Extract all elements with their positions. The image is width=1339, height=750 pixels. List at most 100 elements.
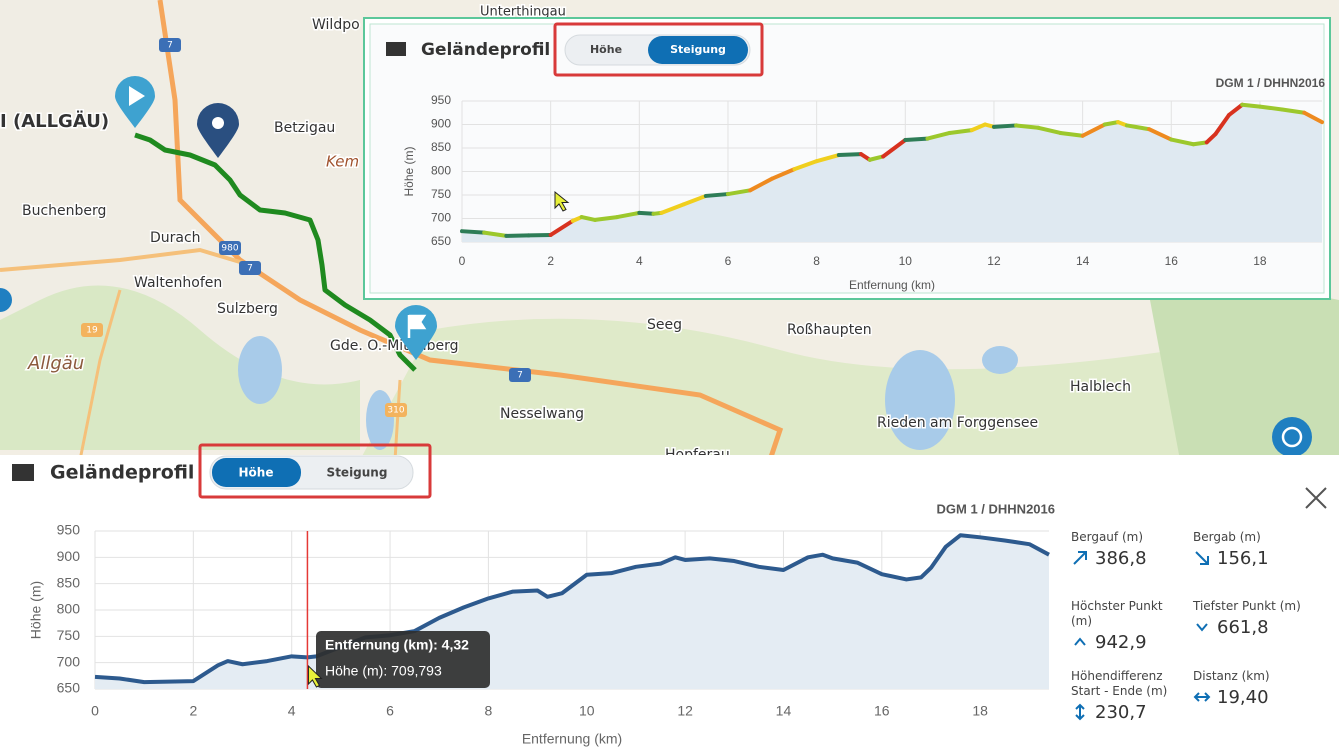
mouse-cursor (554, 190, 570, 212)
slope-segment (969, 122, 988, 133)
road-number: 980 (221, 244, 238, 254)
road-shield (385, 403, 407, 417)
x-tick-label: 14 (1076, 254, 1090, 268)
side-button[interactable] (0, 288, 12, 312)
toggle-button[interactable]: Steigung (670, 43, 726, 56)
stat-icon (1195, 551, 1209, 565)
route (134, 132, 417, 372)
place-label: Sulzberg (217, 301, 278, 317)
slope-segment (681, 193, 708, 207)
stat-row: 386,8 (1071, 549, 1179, 567)
stat-label: Höchster Punkt (m) (1071, 599, 1163, 628)
road-number: 19 (86, 326, 98, 336)
y-tick-label: 800 (431, 164, 451, 178)
toggle-button[interactable]: Steigung (327, 466, 388, 480)
lake (238, 336, 282, 404)
slope-segment (579, 215, 597, 222)
x-tick-label: 16 (1165, 254, 1179, 268)
x-tick-label: 6 (725, 254, 732, 268)
x-tick-label: 12 (677, 703, 693, 719)
place-label: Rieden am Forggensee (877, 415, 1038, 431)
slope-segment (1302, 110, 1324, 125)
y-tick-label: 650 (431, 234, 451, 248)
waypoint-marker[interactable] (197, 103, 239, 158)
y-tick-label: 700 (431, 211, 451, 225)
toggle-button[interactable]: Höhe (239, 466, 274, 480)
stat-icon (1196, 623, 1208, 632)
slope-segment (703, 192, 730, 198)
x-tick-label: 6 (386, 703, 394, 719)
stat: Distanz (km) 19,40 (1193, 669, 1301, 706)
place-label: Betzigau (274, 120, 335, 136)
x-tick-label: 12 (987, 254, 1001, 268)
close-button[interactable] (1305, 487, 1327, 509)
stat-icon (1075, 703, 1085, 721)
slope-segment (814, 153, 841, 164)
x-tick-label: 0 (459, 254, 466, 268)
x-tick-label: 2 (547, 254, 554, 268)
inset-title: Geländeprofil (421, 40, 550, 60)
place-label: Unterthingau (480, 5, 566, 20)
slope-segment (748, 176, 775, 193)
y-axis-title: Höhe (m) (28, 581, 44, 639)
stat-label: Tiefster Punkt (m) (1193, 599, 1301, 613)
slope-segment (1080, 122, 1107, 138)
stat-icon (1073, 551, 1087, 565)
x-tick-label: 2 (189, 703, 197, 719)
stat: Höchster Punkt (m) 942,9 (1071, 599, 1179, 651)
charts: 650 700 750 800 850 900 950 0 2 4 6 8 10 12 14 16 18 Entf… (28, 93, 1324, 747)
stat-label: Höhendifferenz Start - Ende (m) (1071, 669, 1168, 698)
slope-segment (460, 229, 487, 235)
road-shield (239, 261, 261, 275)
y-tick-label: 950 (431, 93, 451, 107)
slope-segment (1169, 137, 1196, 147)
slope-segment (770, 167, 797, 181)
place-label: Allgäu (27, 353, 84, 374)
slope-segment (903, 136, 930, 143)
y-axis-title: Höhe (m) (402, 146, 416, 196)
stat-icon (1074, 637, 1086, 646)
forest (360, 318, 1339, 460)
x-axis-title: Entfernung (km) (849, 278, 935, 292)
y-tick-label: 800 (57, 601, 81, 617)
lake (885, 350, 955, 450)
road-number: 7 (167, 41, 173, 51)
slope-segment (659, 202, 686, 215)
highlight (553, 22, 764, 77)
slope-segment (991, 123, 1019, 129)
end-marker[interactable] (395, 305, 437, 360)
slope-segment (1240, 102, 1262, 109)
stat-row: 230,7 (1071, 703, 1179, 721)
highlight (198, 443, 432, 499)
x-tick-label: 8 (813, 254, 820, 268)
x-tick-label: 8 (485, 703, 493, 719)
stat-row: 156,1 (1193, 549, 1301, 567)
road-shield (509, 368, 531, 382)
road-shield (219, 241, 241, 255)
slope-segment (947, 128, 974, 135)
y-tick-label: 750 (431, 187, 451, 201)
profile-icon (12, 464, 34, 481)
toggle-active (212, 458, 301, 487)
road-shield (159, 38, 181, 52)
x-tick-label: 10 (579, 703, 595, 719)
stat-icon (1193, 692, 1211, 702)
stat-value: 661,8 (1217, 616, 1269, 638)
slope-segment (1191, 140, 1209, 147)
road-number: 310 (387, 406, 404, 416)
locate-button[interactable] (1272, 417, 1312, 457)
stat-label: Distanz (km) (1193, 669, 1270, 683)
toggle-button[interactable]: Höhe (590, 43, 622, 56)
y-tick-label: 750 (57, 627, 81, 643)
slope-segment (548, 218, 575, 237)
slope-segment (1058, 130, 1085, 138)
x-tick-label: 18 (972, 703, 988, 719)
x-tick-label: 4 (636, 254, 643, 268)
slope-segment (637, 210, 656, 216)
y-tick-label: 850 (57, 574, 81, 590)
start-marker[interactable] (115, 76, 155, 128)
tooltip-title: Entfernung (km): 4,32 (325, 637, 469, 653)
x-tick-label: 18 (1253, 254, 1267, 268)
stat-row: 942,9 (1071, 633, 1179, 651)
